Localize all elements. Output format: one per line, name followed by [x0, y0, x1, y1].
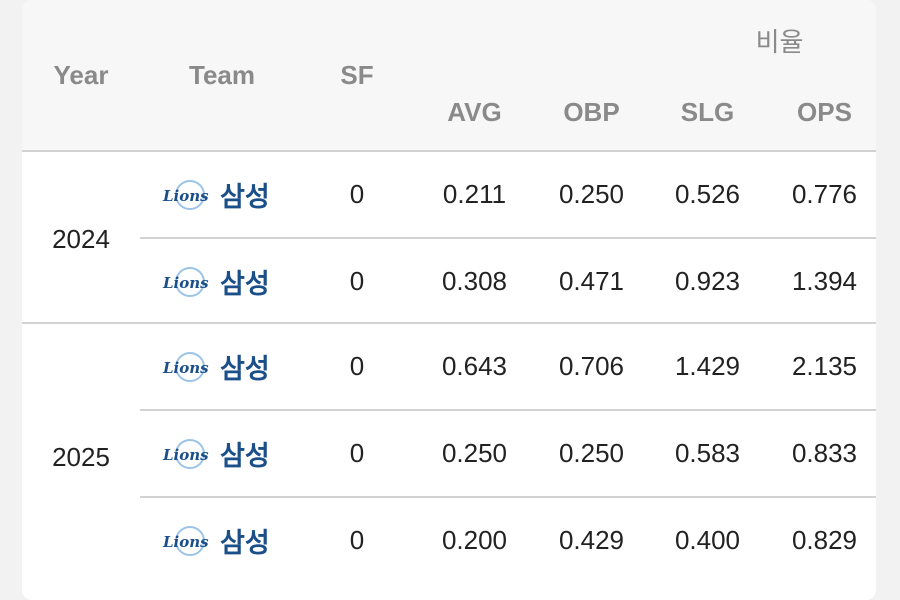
year-group-2024: 2024 Lions 삼성 0 0.211 0.250 0.526 0.776 …	[22, 152, 876, 324]
team-cell[interactable]: Lions 삼성	[162, 152, 270, 237]
year-cell: 2025	[52, 442, 110, 472]
header-sf[interactable]: SF	[340, 60, 374, 90]
table-row: Lions 삼성 0 0.211 0.250 0.526 0.776	[140, 152, 876, 239]
obp-value: 0.250	[558, 438, 625, 468]
header-avg[interactable]: AVG	[447, 97, 502, 127]
year-group-2025: 2025 Lions 삼성 0 0.643 0.706 1.429 2.135 …	[22, 324, 876, 594]
header-team[interactable]: Team	[189, 60, 255, 90]
header-obp[interactable]: OBP	[563, 97, 620, 127]
stats-table: Year Team SF 비율 AVG OBP SLG OPS 2024 Lio…	[22, 0, 876, 600]
slg-value: 0.583	[674, 438, 741, 468]
avg-value: 0.200	[441, 525, 508, 555]
slg-value: 0.923	[674, 266, 741, 296]
lions-logo-icon: Lions	[162, 525, 209, 556]
team-name: 삼성	[220, 528, 270, 558]
team-name: 삼성	[220, 441, 270, 471]
sf-value: 0	[349, 179, 365, 209]
table-header: Year Team SF 비율 AVG OBP SLG OPS	[22, 0, 876, 152]
ops-value: 0.776	[791, 179, 858, 209]
header-year[interactable]: Year	[53, 60, 109, 90]
table-row: Lions 삼성 0 0.643 0.706 1.429 2.135	[140, 324, 876, 411]
header-ops[interactable]: OPS	[797, 97, 852, 127]
obp-value: 0.250	[558, 179, 625, 209]
year-cell: 2024	[52, 224, 110, 254]
avg-value: 0.211	[442, 179, 507, 209]
sf-value: 0	[349, 266, 365, 296]
svg-text:Lions: Lions	[162, 446, 209, 464]
svg-text:Lions: Lions	[162, 533, 209, 551]
sf-value: 0	[349, 351, 365, 381]
team-name: 삼성	[220, 354, 270, 384]
lions-logo-icon: Lions	[162, 438, 209, 469]
header-group-ratio: 비율	[755, 27, 804, 57]
ops-value: 0.829	[791, 525, 858, 555]
avg-value: 0.250	[441, 438, 508, 468]
team-cell[interactable]: Lions 삼성	[162, 324, 270, 409]
sf-value: 0	[349, 438, 365, 468]
svg-text:Lions: Lions	[162, 274, 209, 292]
header-slg[interactable]: SLG	[680, 97, 735, 127]
svg-text:Lions: Lions	[162, 359, 209, 377]
lions-logo-icon: Lions	[162, 351, 209, 382]
team-cell[interactable]: Lions 삼성	[162, 411, 270, 496]
table-row: Lions 삼성 0 0.308 0.471 0.923 1.394	[140, 239, 876, 324]
slg-value: 1.429	[674, 351, 741, 381]
avg-value: 0.643	[441, 351, 508, 381]
obp-value: 0.706	[558, 351, 625, 381]
team-cell[interactable]: Lions 삼성	[162, 239, 270, 324]
obp-value: 0.471	[558, 266, 625, 296]
avg-value: 0.308	[441, 266, 508, 296]
team-name: 삼성	[220, 269, 270, 299]
team-name: 삼성	[220, 182, 270, 212]
team-cell[interactable]: Lions 삼성	[162, 498, 270, 583]
ops-value: 2.135	[791, 351, 858, 381]
obp-value: 0.429	[558, 525, 625, 555]
lions-logo-icon: Lions	[162, 179, 209, 210]
table-row: Lions 삼성 0 0.200 0.429 0.400 0.829	[140, 498, 876, 583]
ops-value: 1.394	[791, 266, 858, 296]
lions-logo-icon: Lions	[162, 266, 209, 297]
svg-text:Lions: Lions	[162, 187, 209, 205]
table-row: Lions 삼성 0 0.250 0.250 0.583 0.833	[140, 411, 876, 498]
slg-value: 0.526	[674, 179, 741, 209]
ops-value: 0.833	[791, 438, 858, 468]
slg-value: 0.400	[674, 525, 741, 555]
sf-value: 0	[349, 525, 365, 555]
